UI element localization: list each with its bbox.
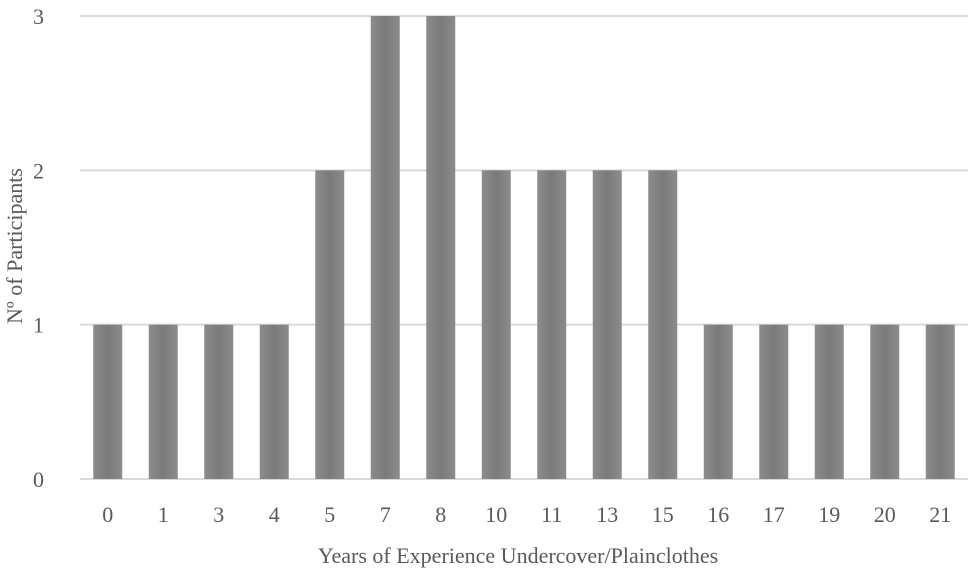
x-tick-label: 20 [874,502,896,527]
y-tick-label: 0 [33,467,44,492]
bars [93,16,955,480]
bar-16 [703,324,733,479]
x-axis-title: Years of Experience Undercover/Plainclot… [318,543,718,568]
y-tick-label: 2 [33,158,44,183]
x-tick-label: 5 [324,502,335,527]
y-tick-label: 1 [33,313,44,338]
bar-13 [592,170,622,480]
x-tick-label: 19 [818,502,840,527]
bar-1 [148,324,178,479]
x-tick-label: 17 [763,502,785,527]
bar-7 [370,16,400,479]
bar-0 [93,324,123,479]
x-tick-label: 3 [213,502,224,527]
y-tick-label: 3 [33,4,44,29]
bar-17 [759,324,789,479]
x-tick-label: 4 [269,502,280,527]
bar-21 [925,324,955,479]
x-tick-label: 16 [707,502,729,527]
y-axis-title: Nº of Participants [2,168,27,324]
bar-4 [259,324,289,479]
x-tick-label: 13 [596,502,618,527]
x-tick-label: 1 [158,502,169,527]
bar-3 [204,324,234,479]
x-tick-label: 7 [380,502,391,527]
bar-11 [537,170,567,480]
x-tick-label: 8 [435,502,446,527]
x-tick-labels: 0 1 3 4 5 7 8 10 11 13 15 16 17 19 20 21 [102,502,951,527]
bar-15 [648,170,678,480]
x-tick-label: 15 [652,502,674,527]
x-tick-label: 11 [541,502,562,527]
x-tick-label: 10 [485,502,507,527]
bar-5 [315,170,345,480]
bar-19 [814,324,844,479]
bar-10 [481,170,511,480]
y-tick-labels: 0 1 2 3 [33,4,44,492]
bar-8 [426,16,456,479]
bar-20 [870,324,900,479]
x-tick-label: 21 [929,502,951,527]
x-tick-label: 0 [102,502,113,527]
